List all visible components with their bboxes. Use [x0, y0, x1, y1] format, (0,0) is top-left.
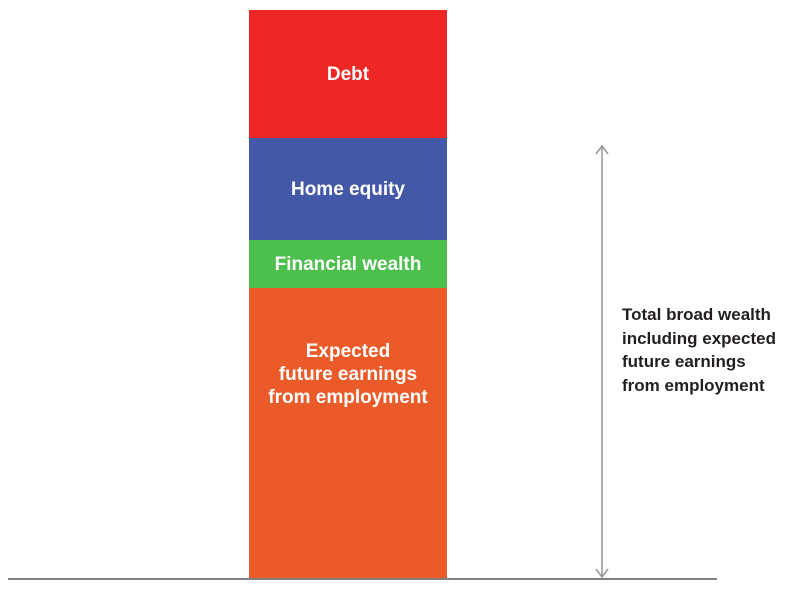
bar-segment-expected-future-earnings: Expected future earnings from employment: [249, 288, 447, 579]
bar-segment-label-expected-future-earnings: Expected future earnings from employment: [268, 341, 428, 408]
bar-segment-label-home-equity: Home equity: [290, 178, 406, 200]
total-wealth-extent-arrow: [590, 143, 614, 580]
stacked-bar: Debt Home equity Financial wealth Expect…: [249, 10, 447, 579]
bar-segment-label-financial-wealth: Financial wealth: [274, 253, 422, 275]
baseline-axis: [8, 578, 717, 580]
bar-segment-home-equity: Home equity: [249, 138, 447, 240]
total-wealth-annotation: Total broad wealth including expected fu…: [622, 305, 776, 395]
bar-segment-debt: Debt: [249, 10, 447, 138]
bar-segment-label-debt: Debt: [326, 63, 370, 85]
bar-segment-financial-wealth: Financial wealth: [249, 240, 447, 288]
